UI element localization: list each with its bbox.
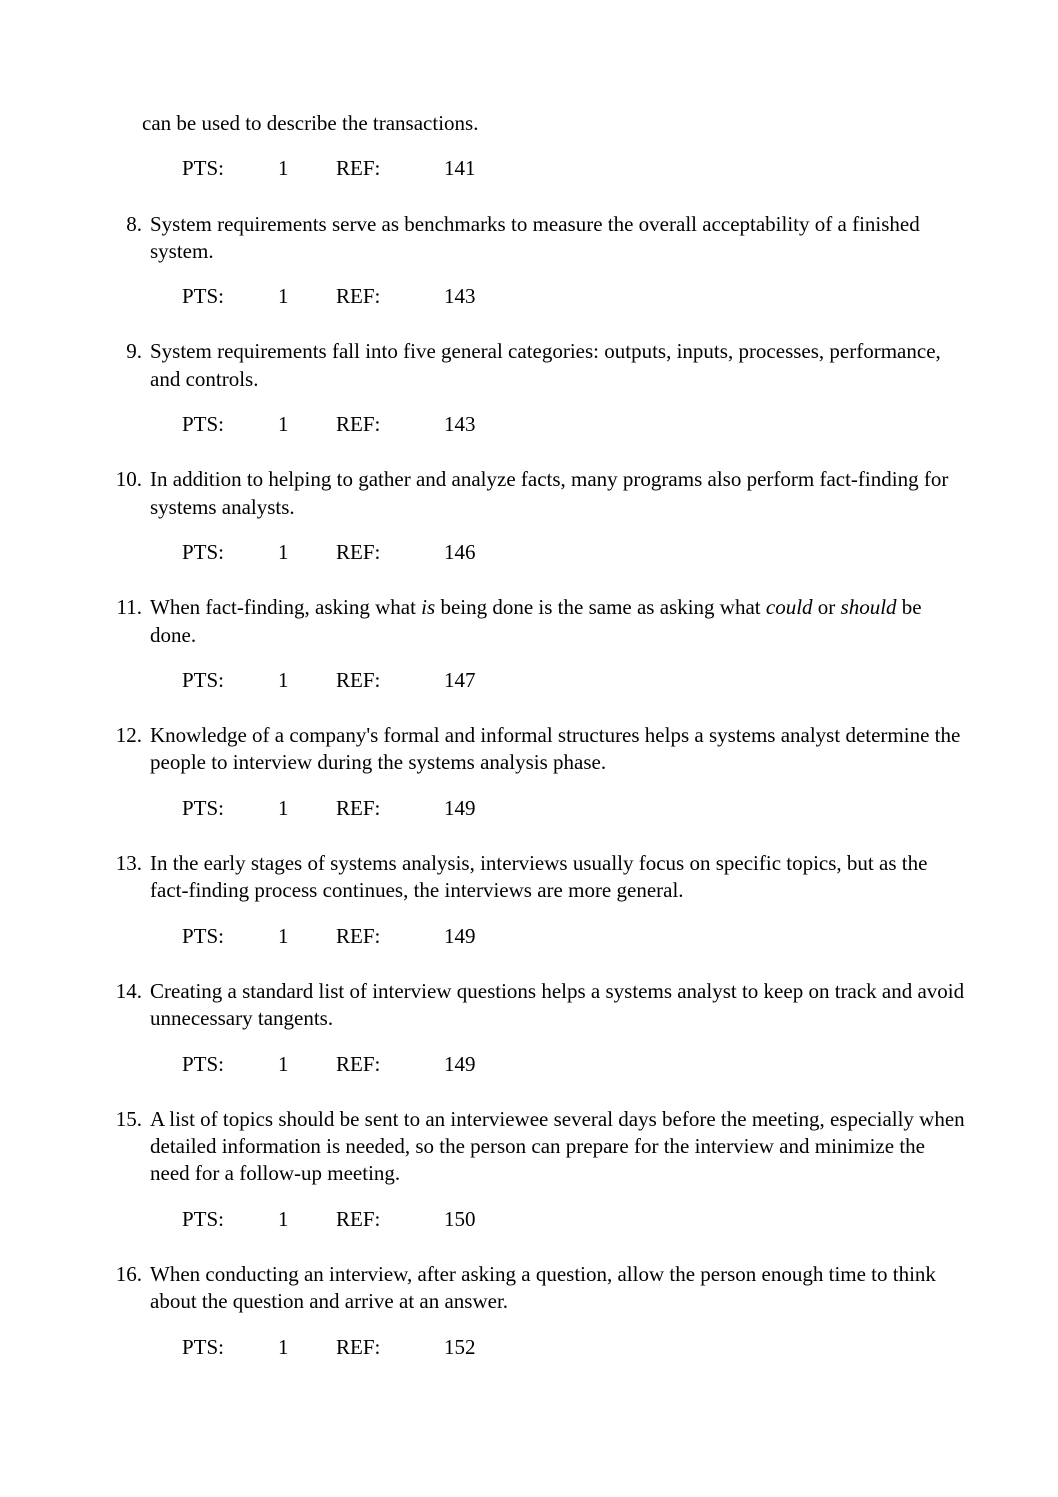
question-text: When fact-finding, asking what is being … [150, 594, 968, 649]
italic-text: is [421, 595, 435, 619]
ref-label: REF: [336, 923, 444, 950]
pts-ref-line: PTS:1REF:147 [182, 667, 968, 694]
question-number: 15. [100, 1106, 150, 1133]
question-number: 12. [100, 722, 150, 749]
question-number: 8. [100, 211, 150, 238]
pts-value: 1 [278, 667, 336, 694]
ref-label: REF: [336, 539, 444, 566]
pts-value: 1 [278, 1206, 336, 1233]
question-number: 14. [100, 978, 150, 1005]
question-text: A list of topics should be sent to an in… [150, 1106, 968, 1188]
pts-ref-line: PTS:1REF:149 [182, 1051, 968, 1078]
pts-label: PTS: [182, 1206, 278, 1233]
pts-ref-line: PTS:1REF:149 [182, 795, 968, 822]
ref-value: 149 [444, 923, 476, 950]
question-item: 8.System requirements serve as benchmark… [100, 211, 968, 266]
italic-text: should [841, 595, 897, 619]
question-number: 9. [100, 338, 150, 365]
question-item: 10.In addition to helping to gather and … [100, 466, 968, 521]
question-item: 16.When conducting an interview, after a… [100, 1261, 968, 1316]
ref-label: REF: [336, 1334, 444, 1361]
pts-label: PTS: [182, 411, 278, 438]
question-text: Knowledge of a company's formal and info… [150, 722, 968, 777]
question-text: In the early stages of systems analysis,… [150, 850, 968, 905]
ref-value: 147 [444, 667, 476, 694]
pts-ref-line: PTS:1REF:143 [182, 283, 968, 310]
pts-label: PTS: [182, 539, 278, 566]
ref-value: 152 [444, 1334, 476, 1361]
question-number: 13. [100, 850, 150, 877]
ref-label: REF: [336, 667, 444, 694]
pts-label: PTS: [182, 1051, 278, 1078]
ref-value: 141 [444, 155, 476, 182]
question-item: 12.Knowledge of a company's formal and i… [100, 722, 968, 777]
pts-value: 1 [278, 155, 336, 182]
pts-label: PTS: [182, 667, 278, 694]
question-item: 13.In the early stages of systems analys… [100, 850, 968, 905]
question-item: 11.When fact-finding, asking what is bei… [100, 594, 968, 649]
ref-label: REF: [336, 283, 444, 310]
ref-label: REF: [336, 155, 444, 182]
ref-value: 149 [444, 795, 476, 822]
pts-value: 1 [278, 283, 336, 310]
pts-label: PTS: [182, 923, 278, 950]
ref-value: 143 [444, 283, 476, 310]
question-item: 15.A list of topics should be sent to an… [100, 1106, 968, 1188]
question-text: System requirements serve as benchmarks … [150, 211, 968, 266]
question-item: 14.Creating a standard list of interview… [100, 978, 968, 1033]
pts-value: 1 [278, 1334, 336, 1361]
pts-ref-line: PTS: 1 REF: 141 [182, 155, 968, 182]
ref-label: REF: [336, 795, 444, 822]
question-text: In addition to helping to gather and ana… [150, 466, 968, 521]
ref-value: 150 [444, 1206, 476, 1233]
pts-ref-line: PTS:1REF:150 [182, 1206, 968, 1233]
question-text: Creating a standard list of interview qu… [150, 978, 968, 1033]
questions-list: 8.System requirements serve as benchmark… [100, 211, 968, 1361]
ref-value: 143 [444, 411, 476, 438]
question-text: System requirements fall into five gener… [150, 338, 968, 393]
pts-label: PTS: [182, 155, 278, 182]
ref-label: REF: [336, 411, 444, 438]
pts-ref-line: PTS:1REF:152 [182, 1334, 968, 1361]
question-item: 9.System requirements fall into five gen… [100, 338, 968, 393]
pts-ref-line: PTS:1REF:149 [182, 923, 968, 950]
pts-value: 1 [278, 795, 336, 822]
pts-ref-line: PTS:1REF:146 [182, 539, 968, 566]
plain-text: or [813, 595, 841, 619]
plain-text: When fact-finding, asking what [150, 595, 421, 619]
pts-value: 1 [278, 411, 336, 438]
plain-text: being done is the same as asking what [435, 595, 766, 619]
question-text: When conducting an interview, after aski… [150, 1261, 968, 1316]
pts-value: 1 [278, 1051, 336, 1078]
ref-label: REF: [336, 1051, 444, 1078]
pts-ref-line: PTS:1REF:143 [182, 411, 968, 438]
italic-text: could [766, 595, 813, 619]
ref-value: 149 [444, 1051, 476, 1078]
document-page: can be used to describe the transactions… [0, 0, 1058, 1497]
ref-label: REF: [336, 1206, 444, 1233]
question-number: 10. [100, 466, 150, 493]
ref-value: 146 [444, 539, 476, 566]
pts-value: 1 [278, 923, 336, 950]
continuation-text: can be used to describe the transactions… [142, 110, 968, 137]
pts-label: PTS: [182, 283, 278, 310]
pts-value: 1 [278, 539, 336, 566]
pts-label: PTS: [182, 795, 278, 822]
question-number: 11. [100, 594, 150, 621]
pts-label: PTS: [182, 1334, 278, 1361]
question-number: 16. [100, 1261, 150, 1288]
